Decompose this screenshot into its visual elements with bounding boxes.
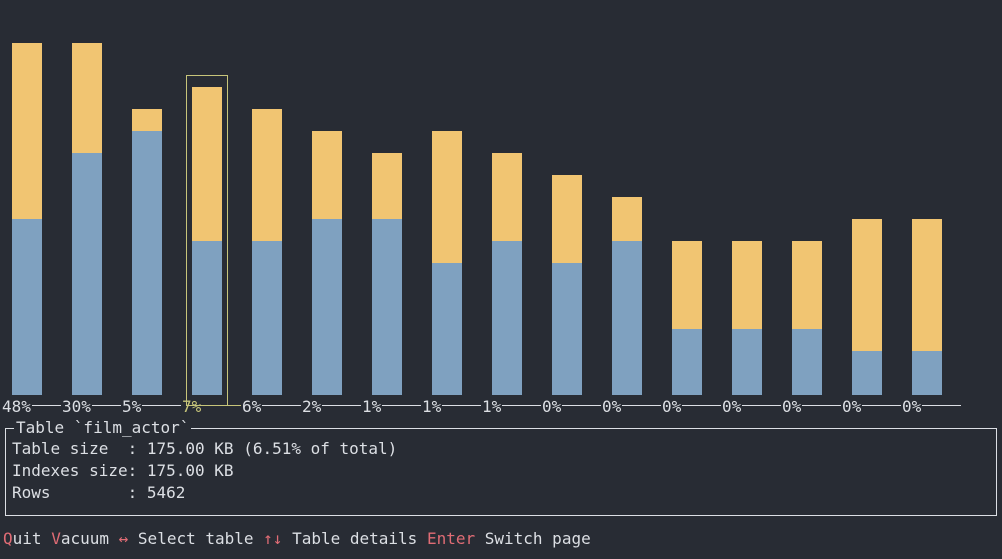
bar-data-segment[interactable] bbox=[492, 241, 522, 395]
bar-label: 30% bbox=[62, 397, 91, 416]
bar-label: 5% bbox=[122, 397, 142, 416]
bar-baseline bbox=[442, 405, 481, 406]
bar-data-segment[interactable] bbox=[192, 241, 222, 395]
bar-label: 0% bbox=[782, 397, 802, 416]
bar-label: 0% bbox=[842, 397, 862, 416]
bar-baseline bbox=[802, 405, 841, 406]
bar-baseline bbox=[31, 405, 61, 406]
bar-data-segment[interactable] bbox=[612, 241, 642, 395]
bar-label: 0% bbox=[542, 397, 562, 416]
table-details-panel: Table `film_actor` Table size : 175.00 K… bbox=[5, 419, 997, 516]
bar-label: 6% bbox=[242, 397, 262, 416]
bar-label: 0% bbox=[902, 397, 922, 416]
bar-baseline bbox=[91, 405, 121, 406]
bar-label: 0% bbox=[722, 397, 742, 416]
bar-data-segment[interactable] bbox=[432, 263, 462, 395]
bar-baseline bbox=[562, 405, 601, 406]
bar-baseline bbox=[742, 405, 781, 406]
bar-index-segment[interactable] bbox=[72, 43, 102, 153]
bar-data-segment[interactable] bbox=[132, 131, 162, 395]
bar-data-segment[interactable] bbox=[252, 241, 282, 395]
bar-label: 1% bbox=[482, 397, 502, 416]
bar-index-segment[interactable] bbox=[312, 131, 342, 219]
bar-data-segment[interactable] bbox=[852, 351, 882, 395]
indexes-size-line: Indexes size: 175.00 KB bbox=[12, 461, 234, 480]
bar-data-segment[interactable] bbox=[672, 329, 702, 395]
bar-index-segment[interactable] bbox=[612, 197, 642, 241]
bar-label: 1% bbox=[422, 397, 442, 416]
bar-data-segment[interactable] bbox=[312, 219, 342, 395]
bar-index-segment[interactable] bbox=[912, 219, 942, 351]
bar-data-segment[interactable] bbox=[552, 263, 582, 395]
select-table-label[interactable]: Select table bbox=[137, 529, 254, 548]
table-size-line: Table size : 175.00 KB (6.51% of total) bbox=[12, 439, 398, 458]
bar-index-segment[interactable] bbox=[432, 131, 462, 263]
bar-label: 2% bbox=[302, 397, 322, 416]
bar-data-segment[interactable] bbox=[72, 153, 102, 395]
bar-baseline bbox=[262, 405, 301, 406]
bar-index-segment[interactable] bbox=[372, 153, 402, 219]
table-size-bar-chart: 48% 30% 5% 7% 6% 2% 1% 1% 1% 0% 0% 0% 0% 0% 0% 0% bbox=[2, 43, 961, 416]
bar-data-segment[interactable] bbox=[12, 219, 42, 395]
quit-label[interactable]: uit bbox=[12, 529, 42, 548]
quit-key[interactable]: Q bbox=[3, 529, 13, 548]
bar-index-segment[interactable] bbox=[12, 43, 42, 219]
bar-index-segment[interactable] bbox=[192, 87, 222, 241]
bar-index-segment[interactable] bbox=[132, 109, 162, 131]
bar-index-segment[interactable] bbox=[492, 153, 522, 241]
switch-page-label[interactable]: Switch page bbox=[484, 529, 591, 548]
bar-index-segment[interactable] bbox=[672, 241, 702, 329]
bar-label: 0% bbox=[662, 397, 682, 416]
bar-baseline bbox=[382, 405, 421, 406]
bar-baseline bbox=[622, 405, 661, 406]
bar-baseline bbox=[922, 405, 961, 406]
keybindings-footer: Quit Vacuum ↔ Select table ↑↓ Table deta… bbox=[3, 528, 591, 550]
details-title: Table `film_actor` bbox=[14, 418, 192, 437]
vacuum-label[interactable]: acuum bbox=[60, 529, 109, 548]
bar-index-segment[interactable] bbox=[852, 219, 882, 351]
selected-bar-frame bbox=[186, 75, 228, 406]
rows-line: Rows : 5462 bbox=[12, 483, 186, 502]
bar-data-segment[interactable] bbox=[732, 329, 762, 395]
bar-label: 48% bbox=[2, 397, 31, 416]
bar-baseline bbox=[142, 405, 181, 406]
vacuum-key[interactable]: V bbox=[51, 529, 61, 548]
enter-key[interactable]: Enter bbox=[426, 529, 476, 548]
bar-data-segment[interactable] bbox=[372, 219, 402, 395]
bar-label: 1% bbox=[362, 397, 382, 416]
bar-index-segment[interactable] bbox=[252, 109, 282, 241]
bar-label: 0% bbox=[602, 397, 622, 416]
bar-index-segment[interactable] bbox=[732, 241, 762, 329]
up-down-arrow-icon[interactable]: ↑↓ bbox=[263, 529, 283, 548]
bar-index-segment[interactable] bbox=[792, 241, 822, 329]
bar-baseline bbox=[682, 405, 721, 406]
left-right-arrow-icon[interactable]: ↔ bbox=[118, 529, 129, 548]
bar-data-segment[interactable] bbox=[912, 351, 942, 395]
bar-baseline bbox=[502, 405, 541, 406]
bar-baseline bbox=[862, 405, 901, 406]
bar-data-segment[interactable] bbox=[792, 329, 822, 395]
bar-index-segment[interactable] bbox=[552, 175, 582, 263]
table-details-label[interactable]: Table details bbox=[292, 529, 418, 548]
bar-baseline bbox=[322, 405, 361, 406]
